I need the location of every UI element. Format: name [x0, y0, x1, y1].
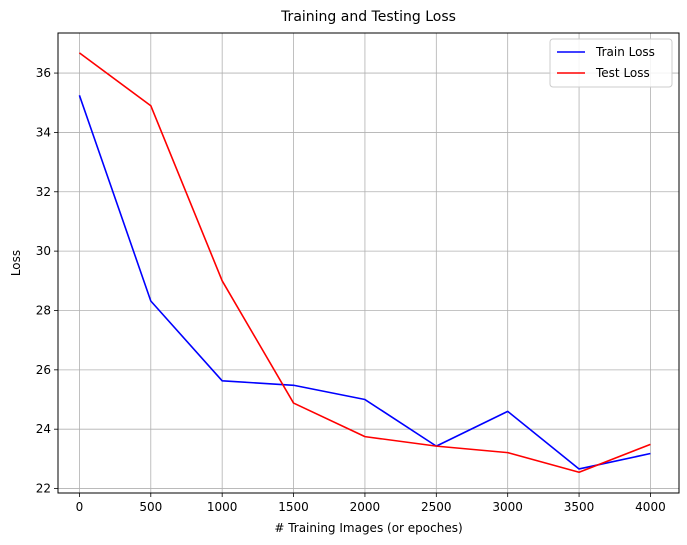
y-tick-label: 28 [36, 303, 51, 317]
x-tick-label: 500 [139, 500, 162, 514]
y-axis-label: Loss [9, 250, 23, 276]
legend-box [549, 38, 673, 88]
legend-label-train-loss: Train Loss [595, 45, 655, 59]
grid [58, 33, 679, 493]
series-line-test-loss [78, 52, 651, 474]
plot-frame [57, 32, 680, 494]
x-axis-ticks: 0 500 1000 1500 2000 2500 3000 3500 4000 [76, 493, 666, 514]
y-tick-label: 30 [36, 244, 51, 258]
x-tick-label: 1500 [278, 500, 309, 514]
legend: Train Loss Test Loss [549, 38, 673, 88]
x-tick-label: 3500 [564, 500, 595, 514]
x-tick-label: 4000 [635, 500, 666, 514]
x-axis-label: # Training Images (or epoches) [274, 521, 462, 535]
y-axis-ticks: 22 24 26 28 30 32 34 36 [36, 66, 58, 496]
y-tick-label: 36 [36, 66, 51, 80]
series-line-train-loss [78, 95, 651, 470]
y-tick-label: 34 [36, 125, 51, 139]
x-tick-label: 0 [76, 500, 84, 514]
x-tick-label: 2000 [350, 500, 381, 514]
chart-title: Training and Testing Loss [280, 9, 456, 25]
series-group [78, 52, 651, 474]
x-tick-label: 2500 [421, 500, 452, 514]
y-tick-label: 24 [36, 422, 51, 436]
y-tick-label: 22 [36, 482, 51, 496]
legend-label-test-loss: Test Loss [595, 66, 650, 80]
y-tick-label: 26 [36, 363, 51, 377]
y-tick-label: 32 [36, 185, 51, 199]
x-tick-label: 1000 [207, 500, 238, 514]
x-tick-label: 3000 [492, 500, 523, 514]
